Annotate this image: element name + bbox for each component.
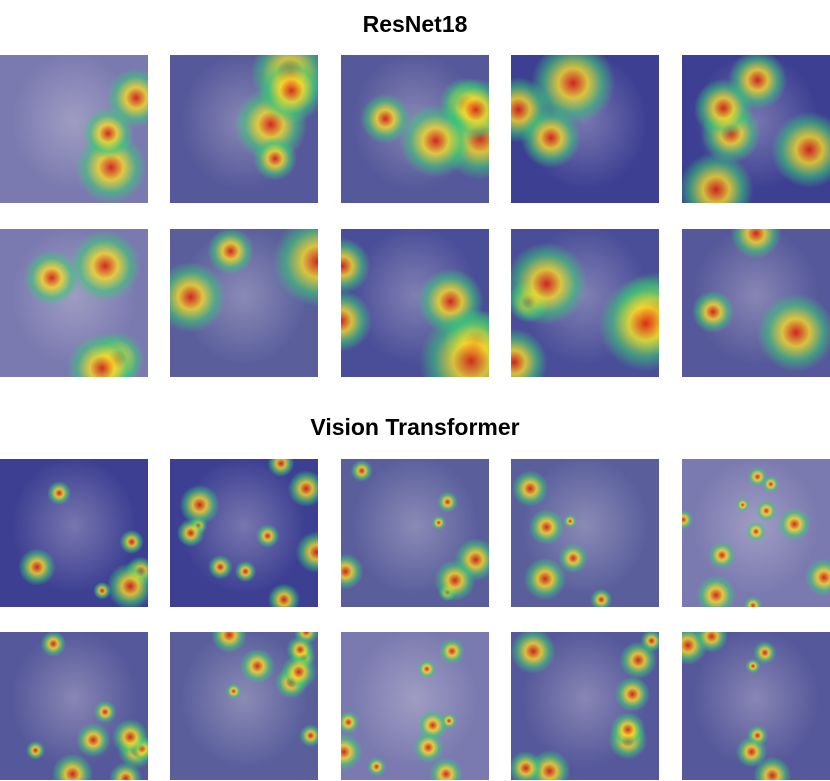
attention-heatmap — [341, 229, 489, 377]
attention-heatmap — [170, 459, 318, 607]
attention-heatmap — [170, 229, 318, 377]
attention-heatmap — [341, 55, 489, 203]
attention-heatmap — [0, 55, 148, 203]
attention-heatmap — [511, 459, 659, 607]
attention-heatmap — [341, 632, 489, 780]
attention-heatmap — [511, 55, 659, 203]
attention-heatmap — [170, 55, 318, 203]
attention-heatmap — [511, 229, 659, 377]
attention-heatmap — [682, 55, 830, 203]
attention-heatmap — [682, 632, 830, 780]
attention-heatmap — [511, 632, 659, 780]
attention-heatmap — [341, 459, 489, 607]
section-title: Vision Transformer — [310, 414, 520, 440]
attention-heatmap — [0, 229, 148, 377]
attention-heatmap — [170, 632, 318, 780]
attention-heatmap — [0, 459, 148, 607]
attention-heatmap — [682, 229, 830, 377]
attention-heatmap — [0, 632, 148, 780]
attention-heatmap — [682, 459, 830, 607]
section-title: ResNet18 — [362, 11, 468, 37]
